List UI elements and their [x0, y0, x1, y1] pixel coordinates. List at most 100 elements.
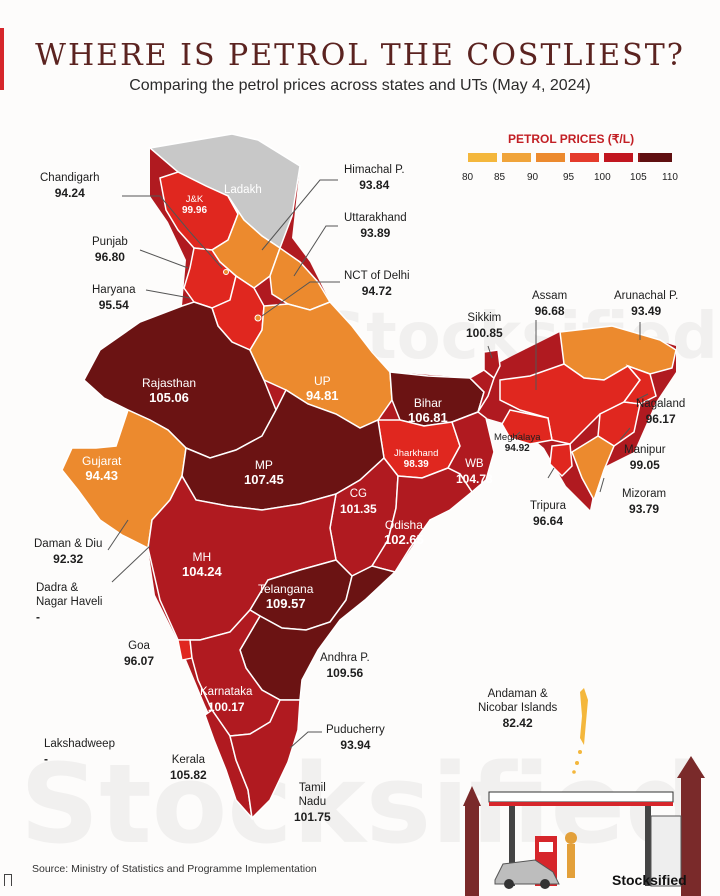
label-bihar-name: Bihar	[413, 396, 442, 410]
label-andhra: Andhra P. 109.56	[320, 652, 370, 680]
legend-tick-105: 105	[630, 172, 647, 183]
deco-pillar-left	[509, 806, 515, 886]
label-rajasthan-value: 105.06	[149, 390, 189, 406]
label-lakshadweep-value: -	[44, 751, 48, 766]
page-subtitle: Comparing the petrol prices across state…	[129, 77, 591, 94]
label-arunachal: Arunachal P. 93.49	[614, 290, 678, 318]
legend-tick-85: 85	[494, 172, 506, 183]
label-ladakh: Ladakh	[224, 184, 262, 198]
legend-swatch-100	[604, 153, 633, 162]
label-sikkim: Sikkim 100.85	[466, 312, 503, 340]
label-nagaland-name: Nagaland	[636, 398, 686, 410]
legend-swatch-80	[468, 153, 497, 162]
label-meghalaya: Meghalaya 94.92	[494, 432, 540, 455]
deco-car-wheel-b	[540, 879, 550, 889]
region-karnataka	[189, 609, 281, 737]
label-meghalaya-value: 94.92	[504, 443, 530, 455]
region-andaman-islands	[580, 688, 588, 745]
region-nicobar-island-c	[572, 770, 576, 774]
label-gujarat-name: Gujarat	[82, 454, 122, 468]
label-jharkhand-name: Jharkhand	[394, 448, 439, 459]
label-jharkhand: Jharkhand 98.39	[394, 448, 438, 471]
region-nicobar-island-b	[575, 761, 579, 765]
legend-tick-80: 80	[462, 172, 474, 183]
label-cg: CG 101.35	[340, 488, 377, 516]
leader-himachal	[261, 179, 338, 251]
region-odisha	[370, 467, 474, 573]
label-himachal: Himachal P. 93.84	[344, 164, 405, 192]
label-mizoram: Mizoram 93.79	[622, 488, 666, 516]
accent-bar	[0, 28, 4, 90]
label-puducherry-value: 93.94	[340, 737, 371, 752]
deco-building	[650, 815, 682, 887]
label-jk: J&K 99.96	[182, 194, 207, 217]
label-puducherry: Puducherry 93.94	[326, 724, 385, 752]
leader-punjab	[139, 249, 189, 269]
label-dadra-value: -	[36, 609, 40, 624]
leader-uttarakhand	[293, 225, 338, 277]
label-dadra-name-line1: Dadra &	[36, 582, 79, 594]
label-delhi-value: 94.72	[361, 283, 392, 298]
label-tripura: Tripura 96.64	[530, 500, 566, 528]
label-tripura-value: 96.64	[532, 513, 564, 528]
legend-tick-110: 110	[662, 172, 678, 183]
label-haryana-value: 95.54	[98, 297, 129, 312]
brand-logo: Stocksified	[612, 872, 687, 888]
label-delhi-name: NCT of Delhi	[344, 270, 410, 282]
legend-tick-95: 95	[563, 172, 575, 183]
label-up-name: UP	[313, 374, 331, 388]
label-puducherry-name: Puducherry	[326, 724, 385, 736]
label-uttarakhand-name: Uttarakhand	[344, 212, 407, 224]
legend-swatch-85	[502, 153, 531, 162]
label-haryana-name: Haryana	[92, 284, 136, 296]
legend-tick-100: 100	[594, 172, 611, 183]
label-andaman-name: Andaman & Nicobar Islands	[478, 688, 557, 716]
label-dadra-name: Dadra & Nagar Haveli	[36, 582, 102, 610]
label-tripura-name: Tripura	[530, 500, 566, 512]
label-daman-name: Daman & Diu	[34, 538, 103, 550]
label-assam: Assam 96.68	[532, 290, 567, 318]
label-karnataka-value: 100.17	[207, 699, 245, 714]
label-jk-name: J&K	[185, 194, 204, 205]
label-andhra-value: 109.56	[326, 665, 364, 680]
label-uttarakhand: Uttarakhand 93.89	[344, 212, 407, 240]
deco-pillar-right	[645, 806, 651, 886]
label-odisha: Odisha 102.65	[384, 518, 424, 548]
region-chandigarh-dot	[223, 269, 229, 275]
label-karnataka-name: Karnataka	[200, 686, 253, 698]
label-chandigarh: Chandigarh 94.24	[40, 172, 99, 200]
label-mh-name: MH	[192, 550, 212, 564]
label-karnataka: Karnataka 100.17	[200, 686, 252, 714]
leader-meghalaya	[511, 431, 521, 441]
label-kerala: Kerala 105.82	[170, 754, 207, 782]
label-chandigarh-name: Chandigarh	[40, 172, 100, 184]
label-lakshadweep-name: Lakshadweep	[44, 738, 115, 750]
label-tn: Tamil Nadu 101.75	[294, 782, 331, 824]
label-sikkim-value: 100.85	[466, 325, 503, 340]
label-punjab-name: Punjab	[92, 236, 128, 248]
label-gujarat-value: 94.43	[85, 468, 118, 484]
label-arunachal-value: 93.49	[631, 303, 662, 318]
legend-swatch-110	[640, 153, 672, 162]
petrol-pump-illustration	[463, 756, 705, 896]
region-mizoram	[571, 435, 615, 502]
label-telangana: Telangana 109.57	[258, 582, 313, 612]
label-mizoram-value: 93.79	[629, 501, 660, 516]
label-wb-value: 104.73	[456, 471, 493, 486]
label-uttarakhand-value: 93.89	[360, 225, 391, 240]
label-cg-name: CG	[349, 488, 367, 500]
label-kerala-value: 105.82	[170, 767, 207, 782]
bookmark-icon[interactable]	[4, 874, 12, 886]
label-gujarat: Gujarat 94.43	[82, 454, 121, 484]
region-delhi-dot	[254, 314, 262, 322]
label-tn-value: 101.75	[294, 809, 331, 824]
label-up: UP 94.81	[306, 374, 339, 404]
label-himachal-name: Himachal P.	[344, 164, 405, 176]
label-goa-value: 96.07	[124, 653, 155, 668]
label-goa: Goa 96.07	[124, 640, 154, 668]
legend-swatch-95	[570, 153, 599, 162]
deco-attendant	[567, 844, 575, 878]
label-meghalaya-name: Meghalaya	[494, 432, 541, 443]
label-assam-value: 96.68	[534, 303, 565, 318]
